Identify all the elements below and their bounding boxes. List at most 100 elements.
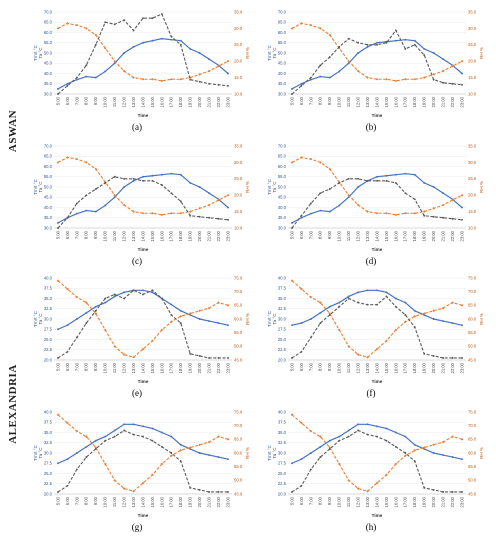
data-point-tmrt (66, 82, 69, 85)
data-point-rh (151, 211, 154, 215)
data-point-tmrt (66, 458, 69, 461)
data-point-tmrt (394, 297, 397, 300)
data-point-rh (198, 443, 201, 447)
y2-tick-label: 20.0 (468, 59, 477, 64)
panel-label: (d) (366, 256, 377, 266)
data-point-tmrt (366, 289, 369, 292)
y-tick-label: 37.5 (278, 420, 287, 425)
data-point-tmrt (189, 47, 192, 50)
data-point-rh (207, 440, 211, 444)
data-point-rh (217, 301, 220, 304)
data-point-rh (413, 314, 417, 318)
y-tick-label: 35.0 (44, 430, 53, 435)
data-point-tmrt (179, 309, 182, 312)
data-point-tmrt (376, 289, 378, 292)
data-point-tmrt (347, 429, 350, 432)
data-point-rh (404, 77, 407, 81)
data-point-ta (189, 486, 192, 489)
data-point-ta (404, 47, 407, 50)
y2-tick-label: 70.0 (468, 289, 477, 294)
y2-axis-title: RH % (479, 181, 484, 193)
data-point-rh (132, 76, 135, 79)
data-point-rh (198, 73, 201, 76)
y2-tick-label: 55.0 (234, 330, 243, 335)
data-point-rh (141, 211, 145, 215)
data-point-ta (75, 468, 78, 471)
data-point-tmrt (423, 47, 426, 50)
x-tick-label: 8:00 (84, 96, 89, 105)
data-point-rh (385, 77, 388, 81)
x-tick-label: 5:00 (289, 96, 294, 105)
data-point-ta (300, 484, 303, 487)
data-point-tmrt (104, 204, 107, 207)
data-point-ta (366, 303, 369, 306)
y2-tick-label: 35.0 (234, 9, 243, 14)
x-tick-label: 8:00 (318, 362, 323, 371)
data-point-tmrt (208, 454, 211, 456)
x-tick-label: 16:00 (393, 96, 398, 107)
data-point-rh (141, 481, 145, 485)
data-point-tmrt (57, 221, 59, 224)
data-point-rh (451, 64, 454, 68)
data-point-rh (394, 79, 398, 83)
data-point-ta (123, 177, 126, 180)
data-point-ta (423, 352, 426, 355)
x-tick-label: 19:00 (188, 96, 193, 107)
data-point-rh (151, 339, 154, 343)
data-point-tmrt (160, 37, 163, 40)
data-point-tmrt (376, 175, 378, 178)
data-point-ta (66, 216, 69, 219)
data-point-tmrt (170, 172, 173, 175)
data-point-rh (460, 193, 464, 197)
data-point-ta (300, 84, 303, 87)
data-point-tmrt (300, 458, 303, 461)
data-point-ta (413, 43, 416, 46)
data-point-ta (160, 297, 163, 300)
data-point-tmrt (451, 456, 454, 459)
data-point-ta (394, 29, 397, 32)
data-point-rh (122, 353, 126, 356)
data-point-tmrt (104, 435, 107, 438)
data-point-rh (132, 489, 135, 493)
x-tick-label: 16:00 (159, 230, 164, 241)
data-point-tmrt (300, 322, 303, 325)
data-point-ta (142, 435, 144, 438)
x-tick-label: 11:00 (346, 362, 351, 373)
x-tick-label: 10:00 (103, 362, 108, 373)
data-point-rh (432, 207, 435, 210)
x-tick-label: 15:00 (384, 362, 389, 373)
data-point-ta (198, 80, 201, 83)
y-tick-label: 22.5 (44, 347, 53, 352)
data-point-rh (198, 309, 201, 313)
x-tick-label: 5:00 (55, 96, 60, 105)
data-point-tmrt (94, 305, 97, 308)
data-point-rh (94, 312, 98, 315)
x-tick-label: 14:00 (374, 230, 379, 241)
series-line-ta (291, 29, 463, 95)
x-tick-label: 20:00 (431, 230, 436, 241)
y2-tick-label: 35.0 (468, 9, 477, 14)
data-point-ta (151, 439, 154, 442)
x-tick-label: 17:00 (169, 496, 174, 507)
y-tick-label: 37.5 (278, 286, 287, 291)
data-point-tmrt (432, 452, 435, 454)
data-point-ta (319, 192, 322, 195)
x-tick-label: 6:00 (299, 362, 304, 371)
data-point-rh (94, 167, 98, 171)
data-point-rh (347, 59, 350, 63)
y-tick-label: 20.0 (44, 491, 53, 496)
x-tick-label: 21:00 (441, 96, 446, 107)
y-tick-label: 27.5 (278, 327, 287, 332)
y2-tick-label: 30.0 (234, 26, 243, 31)
x-tick-label: 13:00 (131, 96, 136, 107)
x-tick-label: 14:00 (140, 230, 145, 241)
data-point-ta (94, 43, 97, 46)
data-point-ta (404, 452, 407, 454)
data-point-tmrt (442, 454, 445, 456)
x-tick-label: 18:00 (178, 230, 183, 241)
y-axis-title-inner: Ta °C (272, 313, 277, 325)
x-tick-label: 13:00 (131, 496, 136, 507)
data-point-ta (66, 84, 69, 87)
data-point-tmrt (132, 45, 135, 48)
x-tick-label: 9:00 (327, 496, 332, 505)
